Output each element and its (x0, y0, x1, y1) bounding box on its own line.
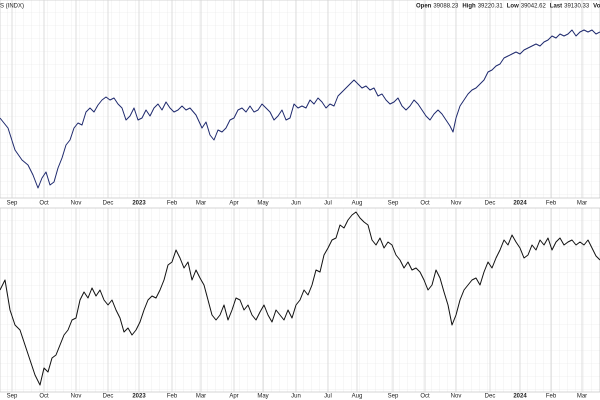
x-tick-label: Nov (71, 201, 82, 207)
x-tick-label: Sep (7, 201, 18, 207)
x-tick-label: May (257, 394, 268, 400)
x-tick-label: Mar (196, 201, 206, 207)
header-value: 39220.31 (478, 4, 504, 10)
header-value: 39042.62 (521, 4, 547, 10)
header-value: 39088.23 (433, 4, 459, 10)
x-tick-label: Feb (546, 394, 557, 400)
x-tick-label: Feb (167, 394, 178, 400)
header-label: Volume (593, 4, 600, 10)
x-tick-label: Sep (388, 394, 399, 400)
x-tick-label: May (257, 201, 268, 207)
x-tick-label: Oct (39, 394, 49, 400)
x-tick-label: Mar (577, 201, 587, 207)
x-tick-label: Jun (291, 201, 301, 207)
x-tick-label: Jul (324, 394, 332, 400)
x-tick-label: Feb (546, 201, 557, 207)
plot (0, 211, 600, 386)
x-tick-label: Apr (229, 201, 238, 207)
x-tick-label: Aug (352, 394, 363, 400)
x-tick-label: 2023 (132, 394, 146, 400)
x-tick-label: Apr (229, 394, 238, 400)
x-tick-label: Mar (196, 394, 206, 400)
x-tick-label: Sep (388, 201, 399, 207)
plot (0, 29, 600, 189)
x-tick-label: Oct (39, 201, 49, 207)
x-tick-label: Sep (7, 394, 18, 400)
panel-grid (0, 0, 600, 199)
x-tick-label: Nov (451, 394, 462, 400)
header: Open 39088.23 High 39220.31 Low 39042.62 Last 3… (416, 4, 600, 10)
header-label: Open (416, 4, 432, 10)
x-tick-label: 2023 (132, 201, 146, 207)
x-tick-label: Dec (485, 201, 496, 207)
x-tick-label: Dec (103, 394, 114, 400)
x-tick-label: Feb (167, 201, 178, 207)
panel: Sep Oct Nov Dec 2023 Feb Mar Apr May Jun Jul Aug Sep… (0, 207, 600, 400)
x-tick-label: Dec (485, 394, 496, 400)
x-tick-label: Oct (420, 394, 430, 400)
x-tick-label: Dec (103, 201, 114, 207)
header-label: High (462, 4, 476, 10)
x-tick-label: Nov (451, 201, 462, 207)
panel: Sep Oct Nov Dec 2023 Feb Mar Apr May Jun Jul Aug Sep… (0, 0, 600, 207)
header-label: Low (507, 4, 519, 10)
symbol: S (INDX) (0, 4, 24, 10)
x-tick-label: Nov (71, 394, 82, 400)
header-label: Last (550, 4, 562, 10)
x-tick-label: Jun (291, 394, 301, 400)
header-value: 39130.33 (564, 4, 590, 10)
x-tick-label: Aug (352, 201, 363, 207)
x-tick-label: Oct (420, 201, 430, 207)
x-tick-label: 2024 (513, 201, 527, 207)
x-tick-label: 2024 (513, 394, 527, 400)
x-tick-label: Mar (577, 394, 587, 400)
price-line (0, 29, 600, 189)
x-tick-label: Jul (324, 201, 332, 207)
price-line (0, 211, 600, 386)
